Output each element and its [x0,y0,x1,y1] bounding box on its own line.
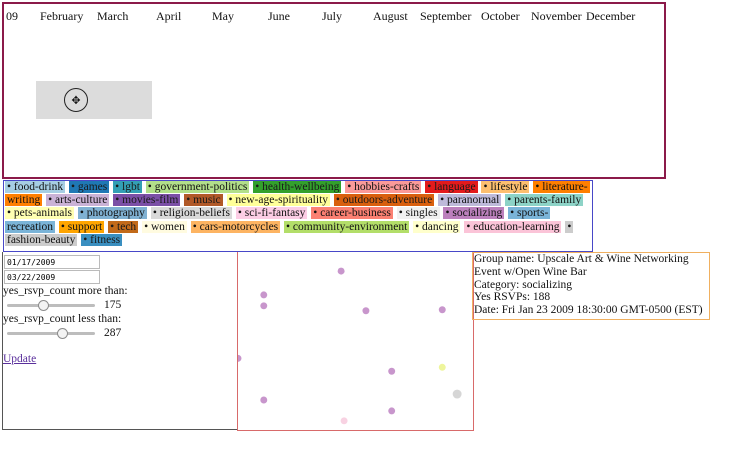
start-date-input[interactable] [4,255,100,269]
category-tag[interactable]: • lgbt [113,181,142,193]
timeline-chart[interactable]: 09 February March April May June July Au… [2,2,666,179]
category-tag[interactable]: • language [425,181,478,193]
category-tag[interactable]: • hobbies-crafts [345,181,422,193]
month-label: April [156,9,182,23]
event-point[interactable] [388,407,396,415]
category-tag[interactable]: • parents-family [505,194,584,207]
category-tag[interactable]: • religion-beliefs [150,207,232,220]
month-label: 09 [6,9,18,23]
category-tag[interactable]: • government-politics [145,181,250,193]
category-tag[interactable]: • music [184,194,223,207]
max-rsvp-value: 287 [104,327,122,339]
month-label: October [481,9,520,23]
max-rsvp-label: yes_rsvp_count less than: [3,313,122,325]
event-point[interactable] [452,389,462,399]
category-tag[interactable]: • health-wellbeing [253,181,342,193]
category-tag[interactable]: • sci-fi-fantasy [235,207,308,220]
event-point[interactable] [340,417,348,425]
category-tag[interactable]: • career-business [311,207,393,220]
month-label: August [373,9,408,23]
slider-track [7,332,95,335]
month-label: May [212,9,234,23]
event-details: Group name: Upscale Art & Wine Networkin… [472,252,710,320]
category-tag[interactable]: • arts-culture [46,194,110,207]
move-icon[interactable]: ✥ [64,88,88,112]
events-scatter-plot [237,252,474,431]
event-point[interactable] [237,354,242,362]
slider-track [7,304,95,307]
category-tag[interactable]: • lifestyle [481,181,530,193]
min-rsvp-slider[interactable] [7,300,95,311]
category-tag[interactable]: • support [58,220,105,233]
event-rsvps: Yes RSVPs: 188 [474,291,551,304]
event-point[interactable] [388,367,396,375]
month-label: June [268,9,290,23]
month-label: November [531,9,582,23]
event-category: Category: socializing [474,278,573,291]
month-label: September [420,9,472,23]
min-rsvp-label: yes_rsvp_count more than: [3,285,128,297]
category-tag[interactable]: • education-learning [464,220,562,233]
category-tag[interactable]: • outdoors-adventure [333,194,435,207]
update-link[interactable]: Update [3,353,37,365]
category-tag[interactable]: • movies-film [113,194,181,207]
group-name: Group name: Upscale Art & Wine Networkin… [474,253,689,265]
category-tag[interactable]: • cars-motorcycles [190,220,281,233]
slider-thumb[interactable] [38,300,50,311]
month-label: March [97,9,129,23]
min-rsvp-value: 175 [104,299,122,311]
month-label: December [586,9,636,23]
category-tag[interactable]: • new-age-spirituality [226,194,331,207]
category-tag[interactable]: • fitness [81,233,123,246]
filter-panel: yes_rsvp_count more than: 175 yes_rsvp_c… [2,252,238,430]
event-point[interactable] [438,306,446,314]
event-point[interactable] [362,307,370,315]
category-tag[interactable]: • food-drink [5,181,66,193]
category-legend: • food-drink • games • lgbt • government… [3,180,593,252]
event-date: Date: Fri Jan 23 2009 18:30:00 GMT-0500 … [474,304,703,317]
event-point[interactable] [260,291,268,299]
event-point[interactable] [337,267,345,275]
timeline-brush[interactable]: ✥ [36,81,152,119]
category-tag[interactable]: • photography [77,207,147,220]
max-rsvp-slider[interactable] [7,328,95,339]
category-tag[interactable]: • singles [396,207,440,220]
category-tag[interactable]: • women [142,220,187,233]
category-tag[interactable]: • pets-animals [5,207,75,220]
category-tag[interactable]: • games [68,181,110,193]
event-point[interactable] [260,396,268,404]
category-tag[interactable]: • socializing [443,207,505,220]
category-tag[interactable]: • community-environment [284,220,410,233]
month-label: February [40,9,84,23]
event-point[interactable] [438,363,446,371]
category-tag[interactable]: • dancing [413,220,461,233]
category-tag[interactable]: • paranormal [438,194,502,207]
event-name: Event w/Open Wine Bar [474,265,587,278]
month-label: July [322,9,343,23]
end-date-input[interactable] [4,270,100,284]
slider-thumb[interactable] [56,328,68,339]
event-point[interactable] [260,302,268,310]
category-tag[interactable]: • tech [108,220,139,233]
